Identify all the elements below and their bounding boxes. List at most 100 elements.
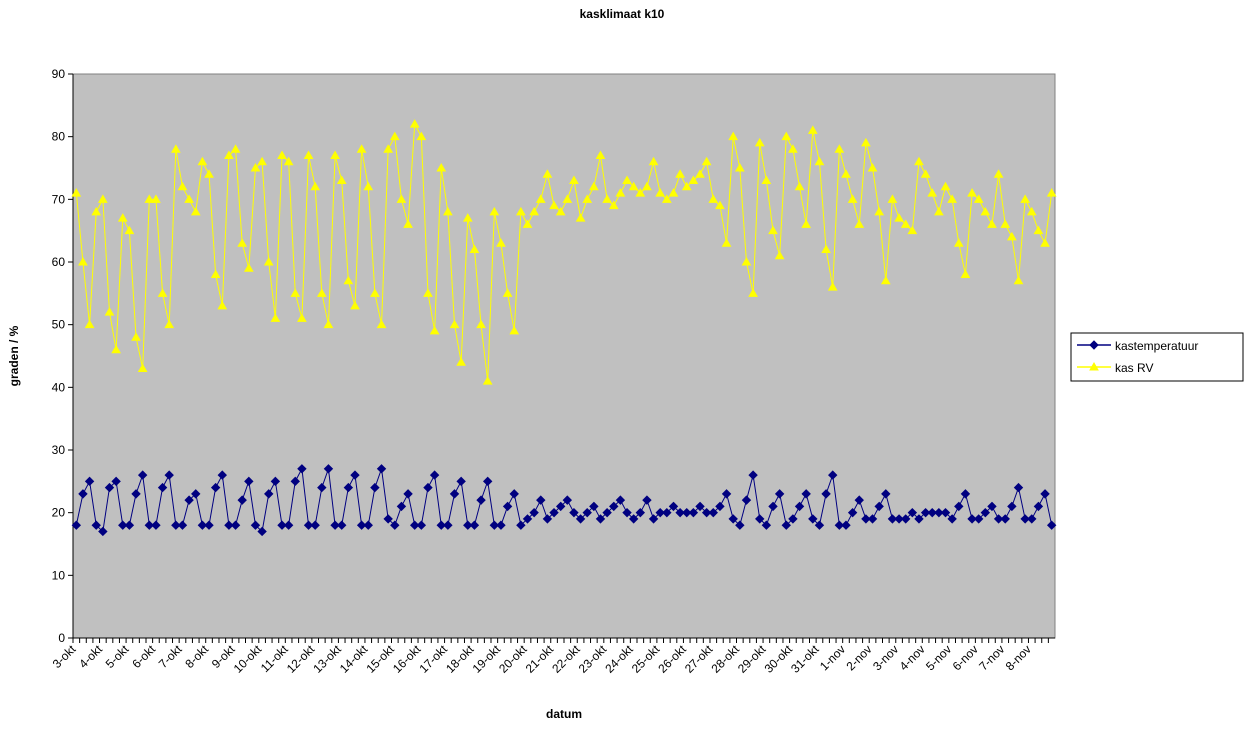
x-tick-label: 3-nov [870, 642, 901, 673]
point [264, 489, 274, 499]
point [900, 219, 911, 228]
point [562, 495, 573, 505]
point [1013, 275, 1024, 285]
point [920, 507, 931, 518]
point [323, 319, 334, 329]
point [376, 464, 387, 474]
point [217, 300, 228, 310]
point [914, 156, 924, 166]
x-tick-label: 26-okt [655, 642, 689, 676]
point [482, 376, 493, 385]
point [609, 501, 619, 512]
point [562, 194, 573, 203]
point [191, 489, 201, 499]
point [197, 156, 208, 166]
point [1033, 225, 1044, 235]
point [867, 162, 878, 172]
x-tick-label: 17-okt [417, 642, 451, 676]
x-tick-label: 31-okt [788, 642, 822, 676]
point [376, 319, 387, 329]
point [423, 482, 433, 493]
point [396, 194, 407, 203]
point [509, 325, 520, 335]
point [980, 206, 991, 216]
point [973, 194, 984, 203]
point [84, 319, 95, 329]
point [1020, 194, 1031, 203]
point [655, 188, 666, 197]
point [449, 319, 460, 329]
point [635, 188, 646, 197]
point [516, 520, 526, 530]
point [701, 156, 712, 166]
point [356, 144, 367, 153]
point [841, 169, 851, 178]
legend-marker [1089, 361, 1099, 371]
point [529, 507, 539, 518]
x-tick-label: 5-nov [923, 642, 954, 673]
point [874, 206, 885, 216]
point [237, 495, 247, 505]
point [224, 150, 234, 159]
point [522, 219, 533, 228]
point [960, 489, 971, 499]
point [954, 501, 964, 512]
point [257, 156, 267, 166]
point [330, 150, 340, 159]
point [642, 495, 652, 505]
point [688, 507, 699, 518]
x-tick-label: 4-nov [897, 642, 928, 673]
x-tick-label: 18-okt [443, 642, 477, 676]
point [350, 470, 360, 480]
point [443, 520, 453, 530]
point [403, 219, 413, 228]
x-tick-label: 15-okt [363, 642, 397, 676]
x-tick-label: 11-okt [258, 642, 291, 675]
x-tick-label: 14-okt [337, 642, 371, 676]
point [263, 256, 274, 266]
x-tick-label: 16-okt [390, 642, 424, 676]
x-tick-label: 7-nov [976, 642, 1007, 673]
point [124, 520, 135, 530]
point [947, 514, 957, 524]
point [210, 269, 221, 279]
x-tick-label: 19-okt [470, 642, 504, 676]
x-tick-label: 21-okt [523, 642, 557, 676]
point [164, 470, 174, 480]
point [429, 325, 440, 335]
point [1013, 482, 1024, 493]
point [336, 175, 347, 185]
point [310, 181, 321, 191]
point [250, 520, 261, 530]
x-tick-label: 23-okt [576, 642, 610, 676]
point [914, 514, 924, 524]
point [907, 225, 918, 235]
point [741, 495, 752, 505]
point [774, 489, 785, 499]
point [144, 194, 155, 203]
point [555, 501, 566, 512]
point [277, 150, 287, 159]
point [370, 288, 380, 297]
point [881, 489, 891, 499]
point [595, 514, 606, 524]
point [410, 520, 420, 530]
point [237, 238, 248, 247]
point [91, 520, 101, 530]
legend [1070, 332, 1244, 382]
point [463, 520, 473, 530]
point [814, 520, 825, 530]
point [854, 495, 864, 505]
point [701, 507, 712, 518]
point [608, 200, 619, 210]
point [496, 238, 506, 247]
point [967, 188, 977, 197]
point [953, 238, 964, 247]
point [555, 206, 566, 216]
point [901, 514, 911, 524]
point [204, 169, 214, 178]
point [297, 313, 307, 322]
point [635, 507, 646, 518]
point [1046, 520, 1057, 530]
